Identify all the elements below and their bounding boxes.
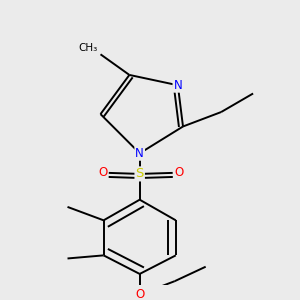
Text: N: N xyxy=(135,147,144,160)
Text: N: N xyxy=(173,79,182,92)
Text: S: S xyxy=(136,167,144,180)
Text: CH₃: CH₃ xyxy=(78,43,98,53)
Text: O: O xyxy=(174,167,184,179)
Text: O: O xyxy=(98,167,107,179)
Text: O: O xyxy=(135,288,144,300)
